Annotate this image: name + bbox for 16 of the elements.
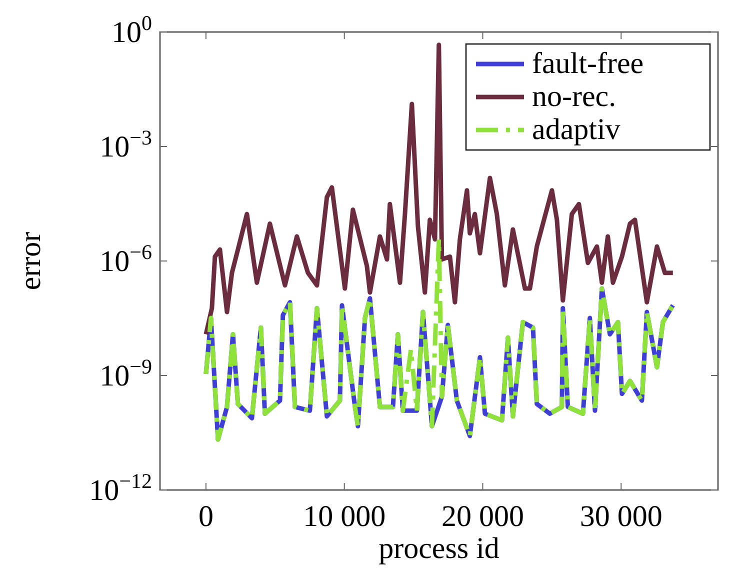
y-tick-label: 10$^{−6}$ <box>100 240 152 278</box>
x-axis-title: process id <box>378 532 500 565</box>
legend-label: adaptiv <box>532 113 620 146</box>
x-tick-label: 10 000 <box>303 500 386 533</box>
x-tick-label: 20 000 <box>441 500 524 533</box>
line-series <box>204 42 676 337</box>
x-tick-label: 0 <box>198 500 214 533</box>
y-tick-label: 10$^{0}$ <box>112 11 152 49</box>
legend-label: fault-free <box>532 47 644 80</box>
y-axis-title: error <box>14 232 47 290</box>
y-tick-label: 10$^{−9}$ <box>100 354 152 392</box>
legend-label: no-rec. <box>532 80 616 113</box>
y-tick-label: 10$^{−12}$ <box>89 469 152 507</box>
y-tick-label: 10$^{−3}$ <box>100 126 152 164</box>
line-series <box>204 237 676 442</box>
x-tick-label: 30 000 <box>580 500 662 533</box>
